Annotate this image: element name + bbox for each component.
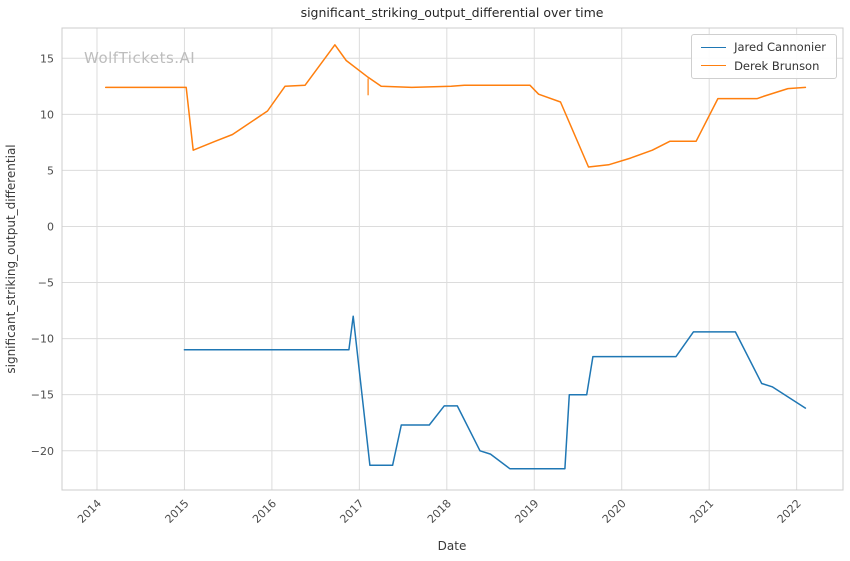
x-tick-label: 2021 xyxy=(687,497,716,526)
x-tick-label: 2022 xyxy=(775,497,804,526)
chart-title: significant_striking_output_differential… xyxy=(301,5,604,20)
x-tick-label: 2015 xyxy=(163,497,192,526)
x-tick-label: 2020 xyxy=(600,497,629,526)
x-tick-label: 2014 xyxy=(75,497,104,526)
y-tick-label: −10 xyxy=(31,333,54,346)
legend-line-swatch xyxy=(701,65,727,67)
y-tick-label: −5 xyxy=(38,277,54,290)
y-axis-label: significant_striking_output_differential xyxy=(4,144,18,373)
series-line-derek-brunson xyxy=(104,44,807,168)
series-line-jared-cannonier xyxy=(183,315,807,470)
x-tick-label: 2017 xyxy=(337,497,366,526)
x-tick-label: 2018 xyxy=(425,497,454,526)
y-tick-label: 5 xyxy=(47,164,54,177)
y-tick-label: −15 xyxy=(31,389,54,402)
y-tick-label: −20 xyxy=(31,445,54,458)
axes-spines xyxy=(61,27,844,491)
legend-item: Derek Brunson xyxy=(701,58,826,73)
legend-label: Jared Cannonier xyxy=(734,40,826,54)
x-axis-label: Date xyxy=(438,539,467,553)
legend-item: Jared Cannonier xyxy=(701,41,826,54)
legend-label: Derek Brunson xyxy=(734,58,820,73)
x-tick-label: 2019 xyxy=(512,497,541,526)
legend: Jared Cannonier Derek Brunson xyxy=(691,34,837,80)
y-tick-label: 0 xyxy=(47,220,54,233)
series-lines xyxy=(104,44,807,470)
axis-tick-labels: 2014 2015 2016 2017 2018 2019 2020 2021 2022 −20 −… xyxy=(31,52,804,526)
watermark: WolfTickets.AI xyxy=(84,49,195,67)
grid-lines xyxy=(62,28,843,490)
plot-border xyxy=(61,27,844,491)
legend-line-swatch xyxy=(701,46,727,48)
y-tick-label: 15 xyxy=(40,52,54,65)
x-tick-label: 2016 xyxy=(250,497,279,526)
y-tick-label: 10 xyxy=(40,108,54,121)
